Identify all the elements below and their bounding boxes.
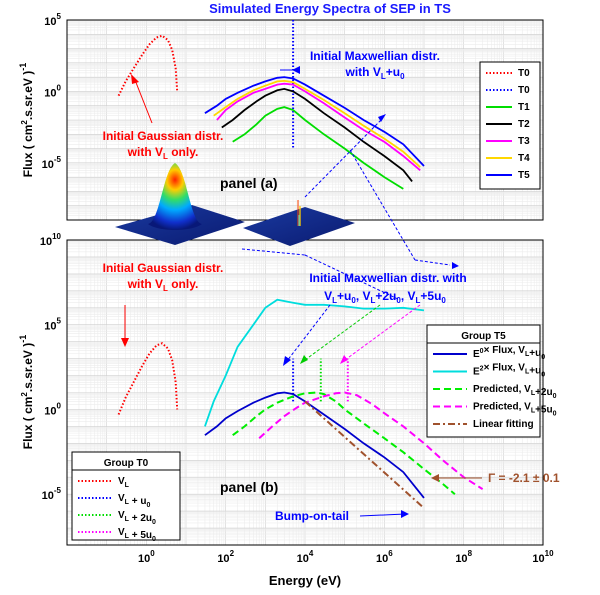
annotation-bump-on-tail: Bump-on-tail <box>275 509 349 523</box>
panel-a-label: panel (a) <box>220 175 278 191</box>
legend-entry: Predicted, VL+2u0 <box>473 384 557 400</box>
series-line <box>216 82 421 171</box>
legend-box <box>479 61 541 190</box>
x-tick-label: 108 <box>455 549 472 565</box>
legend-panel-a: T0 T0 T1 T2 T3 T4 T5 <box>479 61 541 190</box>
series-line <box>117 342 179 415</box>
series-line <box>204 298 425 427</box>
y-tick-label: 100 <box>44 83 61 99</box>
series-line <box>204 391 425 499</box>
annotation-arrows <box>121 66 482 518</box>
legend-box <box>426 324 541 438</box>
figure-title: Simulated Energy Spectra of SEP in TS <box>209 1 451 16</box>
x-tick-label: 104 <box>297 549 314 565</box>
y-tick-label: 100 <box>44 401 61 417</box>
series-line <box>232 106 404 190</box>
annotation-maxwellian-a-line2: with VL+u0 <box>344 65 405 81</box>
legend-entry: Predicted, VL+5u0 <box>473 402 557 418</box>
legend-entry: E2× Flux, VL+u0 <box>473 363 545 379</box>
series-line <box>221 87 413 182</box>
y-tick-label: 10-5 <box>42 155 62 171</box>
y-axis-label-bottom: Flux ( cm2.s.sr.eV )-1 <box>18 335 35 450</box>
legend-entry: T5 <box>518 170 530 181</box>
legend-entry: T2 <box>518 119 530 130</box>
legend-entry: T0 <box>518 68 530 79</box>
legend-entry: VL + 5u0 <box>118 527 156 543</box>
y-axis-label-top: Flux ( cm2.s.sr.eV )-1 <box>18 63 35 178</box>
legend-entry: T3 <box>518 136 530 147</box>
x-tick-label: 106 <box>376 549 393 565</box>
legend-title: Group T0 <box>104 458 149 469</box>
legend-box <box>71 451 181 541</box>
legend-title: Group T5 <box>461 331 506 342</box>
annotation-maxwellian-a: Initial Maxwellian distr. <box>310 49 440 63</box>
annotation-maxwellian-b-line2: VL+u0, VL+2u0, VL+5u0 <box>324 289 446 305</box>
series-line <box>304 400 425 509</box>
legend-entry: Linear fitting <box>473 419 534 430</box>
panel-b-series <box>117 298 484 509</box>
series-line <box>258 391 484 490</box>
svg-text:Flux ( cm2.s.sr.eV )-1: Flux ( cm2.s.sr.eV )-1 <box>18 335 35 450</box>
y-tick-label: 10-5 <box>42 486 62 502</box>
legend-entry: T0 <box>518 85 530 96</box>
y-tick-label: 105 <box>44 317 61 333</box>
legend-entry: VL + 2u0 <box>118 510 156 526</box>
annotation-maxwellian-b: Initial Maxwellian distr. with <box>309 271 466 285</box>
legend-entry: T4 <box>518 153 530 164</box>
panel-a-tick-labels: 105 100 10-5 <box>42 12 62 171</box>
gaussian-bell-surface <box>115 163 245 245</box>
legend-group-t5: Group T5 E0× Flux, VL+u0 E2× Flux, VL+u0 Pr… <box>426 324 557 438</box>
annotation-gamma: Γ = -2.1 ± 0.1 <box>488 471 560 485</box>
x-axis-label: Energy (eV) <box>269 573 341 588</box>
x-tick-label: 1010 <box>532 549 554 565</box>
series-line <box>232 391 456 495</box>
legend-entry: T1 <box>518 102 530 113</box>
panel-b-label: panel (b) <box>220 479 278 495</box>
legend-entry: VL <box>118 476 130 489</box>
annotation-gaussian-b: Initial Gaussian distr. <box>103 261 224 275</box>
series-line <box>204 76 425 167</box>
svg-text:Flux ( cm2.s.sr.eV )-1: Flux ( cm2.s.sr.eV )-1 <box>18 63 35 178</box>
legend-entry: E0× Flux, VL+u0 <box>473 345 545 361</box>
series-line <box>117 34 179 97</box>
panel-b-tick-labels: 100 102 104 106 108 1010 1010 105 100 10-5 <box>40 232 554 565</box>
series-line <box>213 79 421 168</box>
x-tick-label: 100 <box>138 549 155 565</box>
y-tick-label: 105 <box>44 12 61 28</box>
maxwellian-plane-surface <box>243 200 355 246</box>
panel-a-series <box>117 20 425 190</box>
x-tick-label: 102 <box>217 549 234 565</box>
legend-entry: VL + u0 <box>118 493 150 509</box>
annotation-gaussian-b-line2: with VL only. <box>127 277 199 293</box>
annotation-gaussian-a-line2: with VL only. <box>127 145 199 161</box>
y-tick-label: 1010 <box>40 232 62 248</box>
annotation-gaussian-a: Initial Gaussian distr. <box>103 129 224 143</box>
